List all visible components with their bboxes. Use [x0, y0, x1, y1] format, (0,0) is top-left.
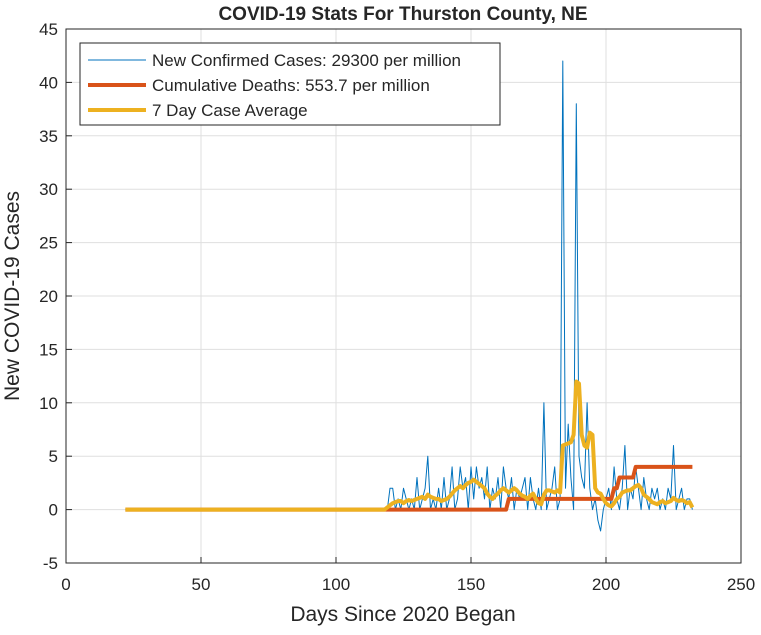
legend: New Confirmed Cases: 29300 per million Cu… — [79, 42, 501, 126]
chart-title: COVID-19 Stats For Thurston County, NE — [218, 4, 587, 25]
legend-box — [79, 42, 501, 126]
y-tick-label: -5 — [43, 554, 58, 573]
y-tick-label: 35 — [39, 127, 58, 146]
y-tick-label: 15 — [39, 340, 58, 359]
legend-label: New Confirmed Cases: 29300 per million — [152, 51, 461, 70]
x-tick-label: 100 — [322, 575, 350, 594]
y-tick-label: 40 — [39, 73, 58, 92]
data-line — [125, 379, 695, 512]
x-tick-label: 150 — [457, 575, 485, 594]
legend-label: 7 Day Case Average — [152, 101, 308, 120]
y-tick-label: 10 — [39, 394, 58, 413]
plot-lines — [125, 60, 695, 532]
y-tick-label: 20 — [39, 287, 58, 306]
x-tick-label: 50 — [192, 575, 211, 594]
y-tick-label: 45 — [39, 20, 58, 39]
y-axis-label: New COVID-19 Cases — [1, 191, 24, 401]
x-tick-label: 0 — [61, 575, 70, 594]
x-axis-label: Days Since 2020 Began — [290, 603, 515, 626]
y-tick-label: 30 — [39, 180, 58, 199]
legend-label: Cumulative Deaths: 553.7 per million — [152, 76, 430, 95]
x-tick-label: 200 — [592, 575, 620, 594]
y-tick-label: 5 — [49, 447, 58, 466]
y-tick-label: 25 — [39, 234, 58, 253]
y-tick-label: 0 — [49, 501, 58, 520]
x-tick-label: 250 — [727, 575, 755, 594]
